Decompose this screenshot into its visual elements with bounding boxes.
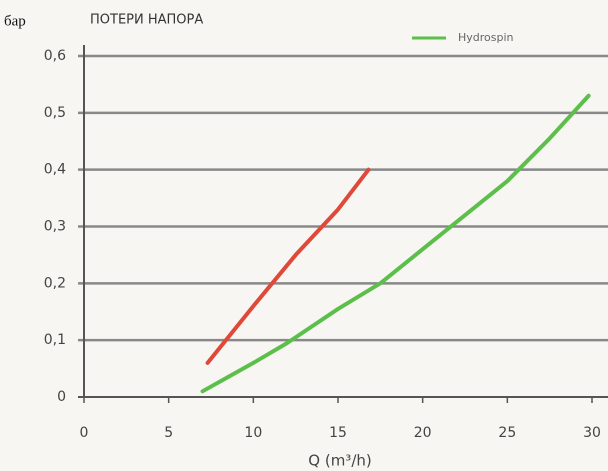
x-tick-label: 0	[80, 425, 89, 441]
x-tick-label: 25	[498, 425, 516, 441]
chart-title: ПОТЕРИ НАПОРА	[90, 13, 203, 28]
y-tick-label: 0,6	[44, 48, 66, 64]
x-tick-label: 5	[164, 425, 173, 441]
y-tick-label: 0,1	[44, 332, 66, 348]
legend-label: Hydrospin	[458, 31, 514, 44]
x-tick-label: 20	[414, 425, 432, 441]
x-tick-label: 10	[244, 425, 262, 441]
y-tick-label: 0	[57, 389, 66, 405]
series-line	[205, 167, 371, 365]
y-tick-label: 0,4	[44, 162, 66, 178]
series-line	[200, 93, 591, 394]
y-tick-label: 0,2	[44, 275, 66, 291]
y-tick-label: 0,3	[44, 219, 66, 235]
x-tick-label: 30	[583, 425, 601, 441]
y-axis-label: бар	[4, 13, 26, 29]
x-tick-label: 15	[329, 425, 347, 441]
x-axis-label: Q (m³/h)	[308, 452, 371, 470]
y-tick-label: 0,5	[44, 105, 66, 121]
